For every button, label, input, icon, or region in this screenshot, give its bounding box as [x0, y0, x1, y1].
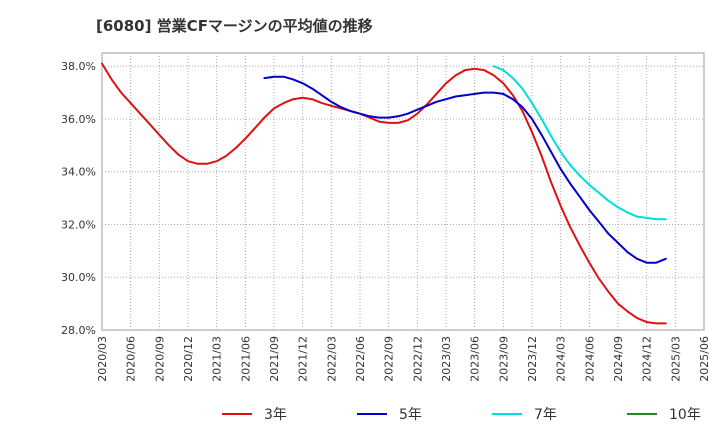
x-tick-label: 2022/09 [383, 336, 396, 382]
y-axis: 28.0% 30.0% 32.0% 34.0% 36.0% 38.0% [61, 60, 96, 337]
y-tick-label: 28.0% [61, 324, 96, 337]
y-tick-label: 30.0% [61, 271, 96, 284]
legend-label-3: 10年 [669, 407, 701, 423]
y-tick-label: 34.0% [61, 166, 96, 179]
x-tick-label: 2020/12 [182, 336, 195, 382]
x-tick-label: 2024/09 [612, 336, 625, 382]
chart-title: [6080] 営業CFマージンの平均値の推移 [96, 17, 373, 35]
legend-label-0: 3年 [264, 407, 287, 423]
y-tick-label: 38.0% [61, 60, 96, 73]
x-tick-label: 2023/03 [440, 336, 453, 382]
x-tick-label: 2022/03 [325, 336, 338, 382]
series-line-2 [492, 65, 667, 221]
plot-area [101, 52, 705, 331]
x-tick-label: 2025/06 [698, 336, 711, 382]
x-tick-label: 2020/09 [153, 336, 166, 382]
y-tick-label: 36.0% [61, 113, 96, 126]
series-lines [101, 62, 667, 325]
legend-label-1: 5年 [399, 407, 422, 423]
series-line-1 [263, 75, 667, 264]
x-tick-label: 2020/06 [125, 336, 138, 382]
x-axis: 2020/03 2020/06 2020/09 2020/12 2021/03 2021/… [96, 336, 711, 382]
x-tick-label: 2021/09 [268, 336, 281, 382]
x-tick-label: 2023/12 [526, 336, 539, 382]
x-tick-label: 2020/03 [96, 336, 109, 382]
x-tick-label: 2022/06 [354, 336, 367, 382]
x-tick-label: 2021/03 [211, 336, 224, 382]
x-tick-label: 2023/09 [497, 336, 510, 382]
x-tick-label: 2021/12 [297, 336, 310, 382]
y-tick-label: 32.0% [61, 218, 96, 231]
legend: 3年 5年 7年 10年 [222, 407, 701, 423]
x-tick-label: 2024/06 [583, 336, 596, 382]
series-line-0 [101, 62, 667, 325]
x-tick-label: 2024/03 [555, 336, 568, 382]
x-tick-label: 2021/06 [239, 336, 252, 382]
legend-label-2: 7年 [534, 407, 557, 423]
x-tick-label: 2023/06 [469, 336, 482, 382]
x-tick-label: 2022/12 [411, 336, 424, 382]
x-tick-label: 2025/03 [669, 336, 682, 382]
grid [101, 53, 705, 331]
x-tick-label: 2024/12 [641, 336, 654, 382]
